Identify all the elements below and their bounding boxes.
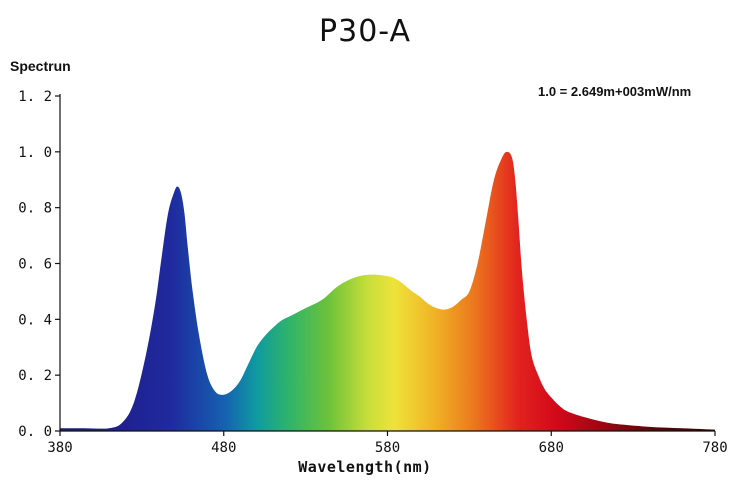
y-tick-label: 0. 0 [18,424,52,440]
axes [55,94,716,436]
y-tick-label: 0. 2 [18,368,52,384]
spectrum-area-layer [60,151,715,432]
y-tick-label: 0. 8 [18,201,52,217]
chart-title: P30-A [319,14,411,49]
x-tick-label: 680 [539,440,564,456]
y-tick-label: 1. 0 [18,145,52,161]
x-tick-label: 480 [211,440,236,456]
y-tick-label: 0. 6 [18,257,52,273]
x-tick-label: 380 [47,440,72,456]
x-axis-label: Wavelength(nm) [298,458,432,476]
scale-annotation: 1.0 = 2.649m+003mW/nm [538,84,692,99]
tick-labels: 0. 0 0. 2 0. 4 0. 6 0. 8 1. 0 1. 2 380 480 580 680… [18,89,727,456]
spectrum-area [60,151,715,432]
y-axis-label: Spectrun [10,58,71,74]
x-tick-label: 580 [375,440,400,456]
x-tick-label: 780 [702,440,727,456]
y-tick-label: 1. 2 [18,89,52,105]
y-tick-label: 0. 4 [18,312,52,328]
